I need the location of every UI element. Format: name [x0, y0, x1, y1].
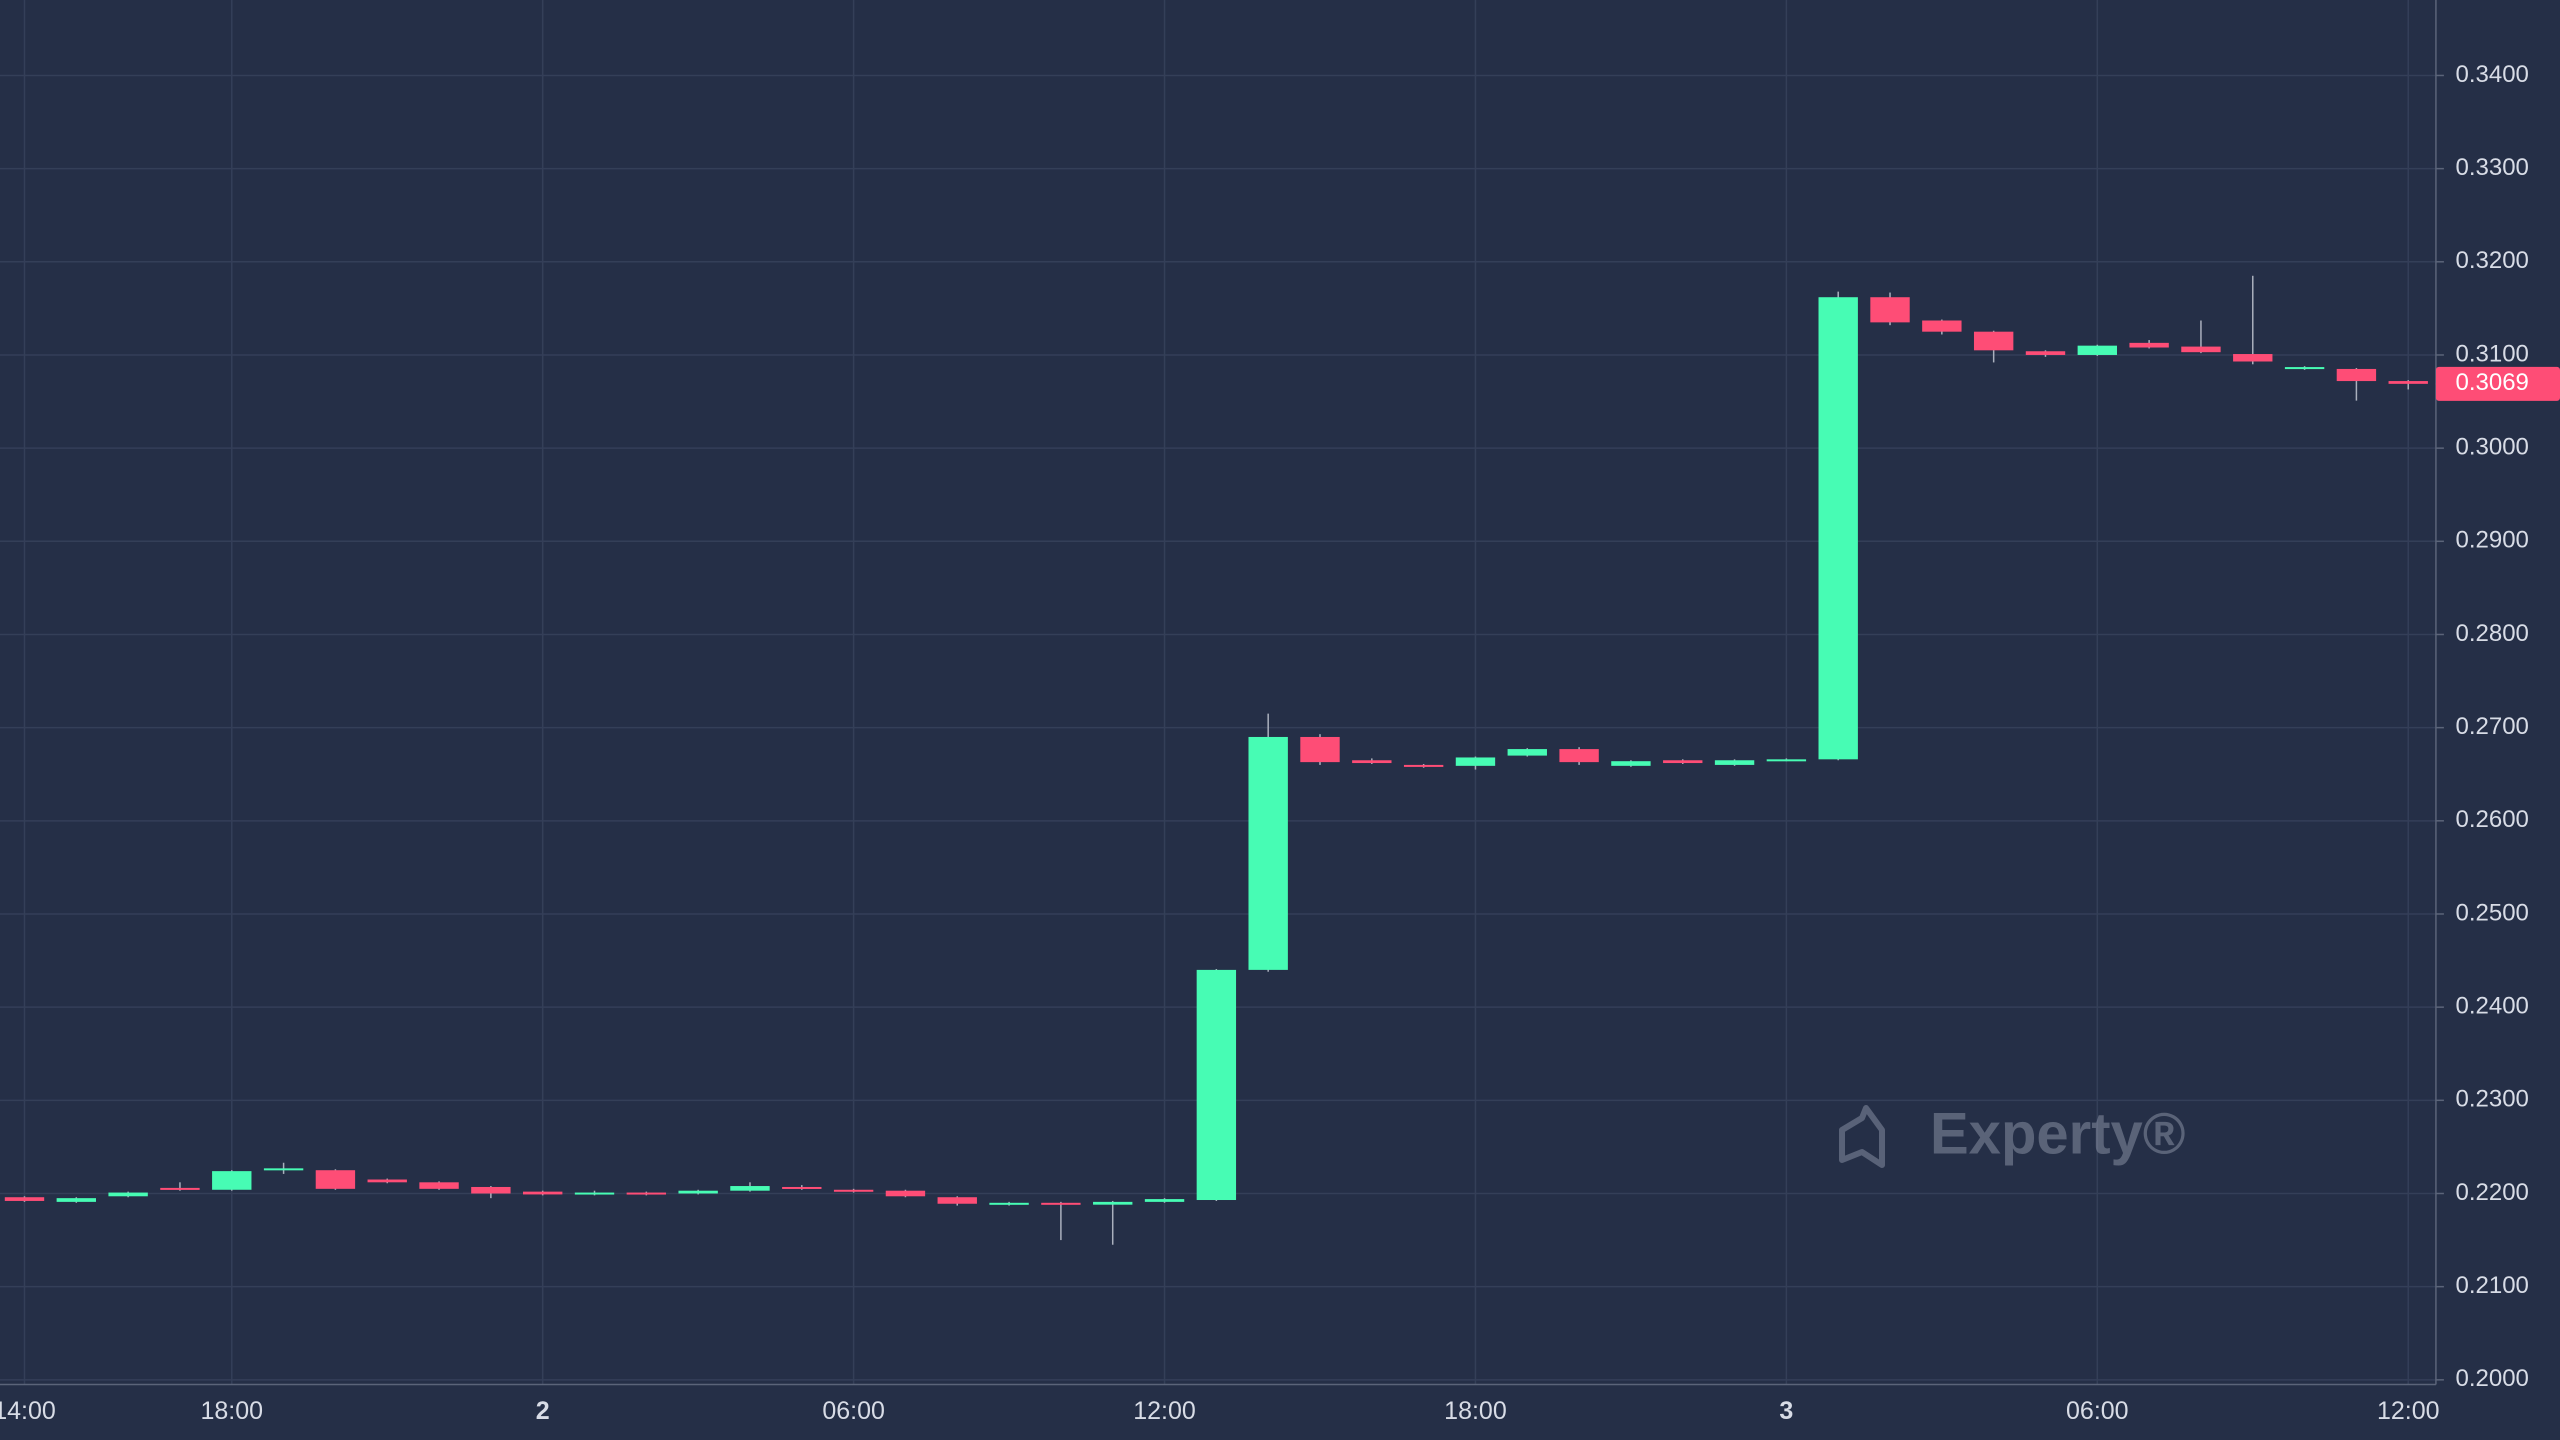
x-tick-label: 14:00	[0, 1397, 56, 1425]
candle-body	[1818, 297, 1858, 760]
candle-body	[108, 1192, 148, 1197]
candle-body	[1248, 736, 1288, 970]
y-tick-label: 0.3300	[2456, 154, 2529, 181]
candle-body	[2129, 342, 2169, 348]
candle-body	[56, 1198, 97, 1202]
candle-body	[315, 1170, 356, 1189]
y-tick-label: 0.3000	[2456, 433, 2529, 460]
y-tick-label: 0.2000	[2456, 1365, 2529, 1392]
candle-body	[1559, 749, 1599, 763]
y-tick-label: 0.2500	[2456, 899, 2529, 926]
candle-body	[937, 1197, 977, 1204]
candle-body	[1403, 764, 1444, 767]
y-tick-label: 0.2900	[2456, 527, 2529, 554]
candle-body	[2388, 381, 2428, 384]
last-price-label: 0.3069	[2456, 369, 2529, 396]
y-tick-label: 0.2100	[2456, 1272, 2529, 1299]
candle-body	[730, 1186, 770, 1191]
candle-body	[833, 1189, 874, 1192]
x-tick-label: 3	[1779, 1397, 1793, 1425]
x-tick-label: 18:00	[1444, 1397, 1507, 1425]
candle-body	[263, 1168, 304, 1171]
candle-body	[1973, 331, 2014, 351]
y-tick-label: 0.3100	[2456, 340, 2529, 367]
candle-body	[1093, 1201, 1133, 1205]
candle-body	[471, 1186, 511, 1194]
candle-body	[419, 1182, 459, 1189]
candle-body	[885, 1190, 926, 1197]
candle-body	[1352, 760, 1392, 764]
candle-body	[523, 1191, 563, 1195]
candle-body	[989, 1202, 1029, 1205]
candle-body	[1507, 749, 1547, 756]
y-tick-label: 0.2700	[2456, 713, 2529, 740]
y-tick-label: 0.2300	[2456, 1086, 2529, 1113]
x-tick-label: 06:00	[2066, 1397, 2129, 1425]
candle-body	[1611, 761, 1651, 766]
candle-body	[1922, 320, 1962, 332]
candle-body	[574, 1192, 615, 1195]
candle-body	[2284, 367, 2325, 370]
candle-body	[212, 1171, 252, 1190]
candle-body	[1766, 759, 1807, 762]
candle-body	[1455, 757, 1496, 766]
x-tick-label: 12:00	[2377, 1397, 2440, 1425]
y-tick-label: 0.2200	[2456, 1179, 2529, 1206]
candle-body	[1714, 760, 1755, 765]
candle-body	[1196, 969, 1237, 1201]
candle-body	[1144, 1199, 1185, 1202]
candle-body	[2077, 345, 2117, 355]
watermark-logo	[1839, 1105, 1885, 1168]
candle-body	[678, 1190, 718, 1194]
candle-body	[1870, 297, 1910, 323]
y-tick-label: 0.3400	[2456, 61, 2529, 88]
candle-body	[367, 1179, 407, 1183]
grid	[0, 0, 2436, 1385]
watermark: Experty®	[1839, 1101, 2186, 1168]
y-tick-label: 0.2400	[2456, 992, 2529, 1019]
candle-body	[1041, 1202, 1081, 1205]
y-tick-label: 0.2800	[2456, 620, 2529, 647]
candle-body	[2181, 346, 2221, 353]
candle-body	[2025, 351, 2066, 355]
candle-body	[1300, 736, 1340, 763]
x-tick-label: 2	[536, 1397, 550, 1425]
x-tick-label: 12:00	[1133, 1397, 1196, 1425]
candle-body	[1663, 760, 1703, 764]
last-price-badge	[2435, 366, 2560, 401]
candle-body	[782, 1186, 822, 1189]
y-tick-label: 0.2600	[2456, 806, 2529, 833]
candle-body	[160, 1187, 200, 1190]
candle-body	[2336, 368, 2377, 382]
candle-body	[2233, 354, 2273, 362]
y-tick-label: 0.3200	[2456, 247, 2529, 274]
x-tick-label: 18:00	[200, 1397, 263, 1425]
watermark-text: Experty®	[1930, 1101, 2186, 1166]
candle-body	[4, 1197, 45, 1201]
candle-body	[626, 1192, 667, 1195]
x-tick-label: 06:00	[822, 1397, 885, 1425]
